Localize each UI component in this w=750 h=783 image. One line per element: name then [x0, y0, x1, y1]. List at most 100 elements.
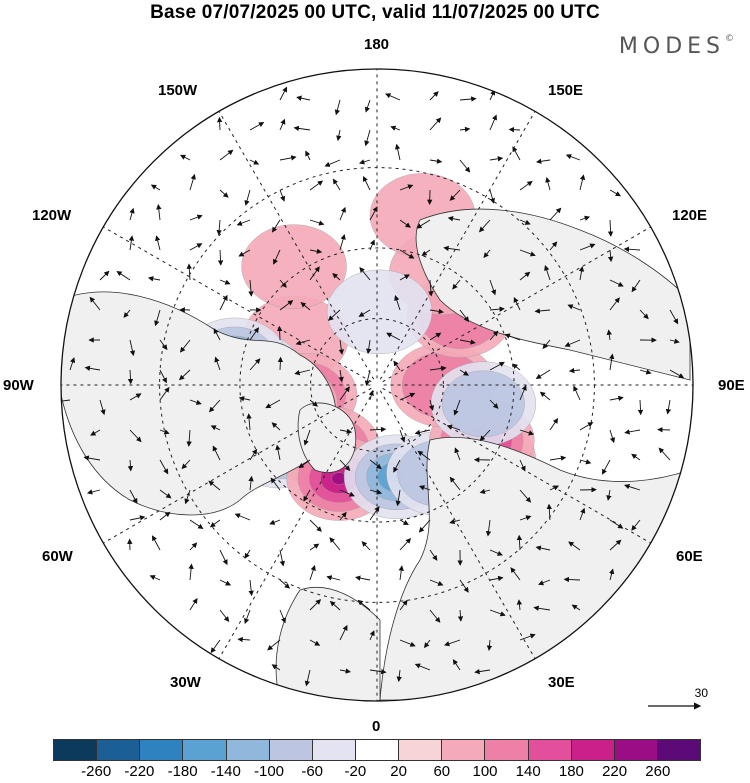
wind-vector [369, 668, 387, 675]
wind-vector [214, 356, 221, 371]
colorbar-tick-label: 100 [472, 763, 498, 780]
lon-label-150e: 150E [548, 82, 584, 99]
wind-vector [212, 445, 221, 461]
wind-vector [219, 549, 228, 566]
wind-vector [519, 249, 536, 257]
wind-vector [293, 125, 311, 132]
wind-vector [309, 248, 323, 254]
wind-vector [631, 519, 641, 531]
colorbar-bin [97, 740, 141, 760]
wind-vector [309, 639, 321, 646]
wind-vector [369, 506, 380, 521]
colorbar-bin [399, 740, 443, 760]
wind-vector [565, 154, 581, 161]
colorbar-tick-label: -60 [301, 763, 324, 780]
wind-vector [244, 549, 251, 559]
wind-vector [270, 477, 281, 491]
wind-vector [394, 295, 401, 311]
wind-vector [609, 539, 622, 551]
wind-vector [336, 129, 342, 142]
meridian-line [103, 387, 372, 544]
wind-vector [213, 328, 221, 341]
wind-vector [624, 429, 641, 435]
colorbar-tick-label: 60 [433, 763, 451, 780]
wind-vector [519, 384, 527, 401]
wind-vector [393, 360, 401, 371]
wind-vector [277, 356, 284, 371]
wind-vector [267, 639, 281, 651]
wind-vector [568, 541, 581, 551]
wind-vector [429, 365, 447, 372]
wind-vector [519, 633, 536, 641]
wind-vector [579, 507, 586, 521]
wind-vector [127, 369, 134, 385]
meridian-line [218, 111, 375, 380]
wind-vector [189, 214, 203, 221]
colorbar-bin [269, 740, 313, 760]
wind-vector [159, 511, 171, 521]
wind-vector [631, 279, 641, 293]
colorbar-tick-label: -220 [124, 763, 155, 780]
wind-vector [332, 273, 341, 281]
wind-vector [309, 219, 325, 226]
wind-vector [234, 513, 251, 521]
lon-label-60w: 60W [42, 548, 73, 565]
colorbar-bin [54, 740, 98, 760]
wind-vector [279, 189, 286, 202]
wind-vector [208, 399, 221, 413]
wind-vector [606, 489, 612, 501]
wind-vector [398, 565, 404, 581]
colorbar-bin [485, 740, 529, 760]
wind-vector [549, 485, 560, 491]
wind-vector [366, 339, 372, 355]
wind-vector [544, 265, 551, 281]
wind-vector [393, 459, 401, 473]
wind-vector [421, 249, 431, 257]
wind-vector [579, 459, 592, 465]
meridian-line [382, 387, 651, 544]
colorbar-bin [226, 740, 270, 760]
wind-vector [338, 369, 344, 383]
colorbar-tick-label: 220 [602, 763, 628, 780]
wind-vector [416, 219, 431, 229]
wind-vector [459, 339, 476, 345]
wind-vector [275, 444, 281, 461]
wind-vector [188, 563, 194, 581]
wind-vector [609, 189, 621, 197]
lon-label-60e: 60E [676, 548, 703, 565]
wind-vector [601, 459, 611, 475]
wind-vector [449, 189, 461, 201]
wind-vector [216, 219, 222, 236]
wind-vector [542, 339, 551, 349]
wind-vector [309, 565, 316, 581]
wind-vector [219, 609, 230, 622]
wind-vector [394, 143, 401, 161]
lon-label-120w: 120W [32, 207, 72, 224]
wind-vector [535, 158, 551, 164]
wind-vector [609, 429, 616, 444]
latitude-circle [239, 247, 515, 523]
wind-vector [219, 189, 229, 198]
wind-vector [519, 459, 526, 472]
colorbar-bin [528, 740, 572, 760]
wind-vector [519, 271, 531, 281]
wind-vector [571, 604, 581, 611]
wind-vector [279, 579, 291, 589]
wind-vector [452, 659, 461, 671]
wind-vector [579, 243, 596, 251]
colorbar-tick-label: -100 [253, 763, 285, 780]
wind-vector [271, 219, 281, 233]
wind-vector [339, 489, 355, 497]
wind-vector [128, 235, 135, 251]
wind-vector [568, 367, 581, 374]
wind-vector [219, 279, 231, 285]
wind-vector [244, 189, 251, 206]
wind-vector [549, 241, 558, 251]
colorbar-bin [355, 740, 400, 760]
wind-vector [216, 116, 223, 131]
wind-vector [99, 270, 110, 281]
wind-vector [459, 579, 469, 593]
lon-label-90w: 90W [3, 377, 34, 394]
wind-vector [390, 125, 401, 131]
wind-vector [304, 669, 311, 687]
